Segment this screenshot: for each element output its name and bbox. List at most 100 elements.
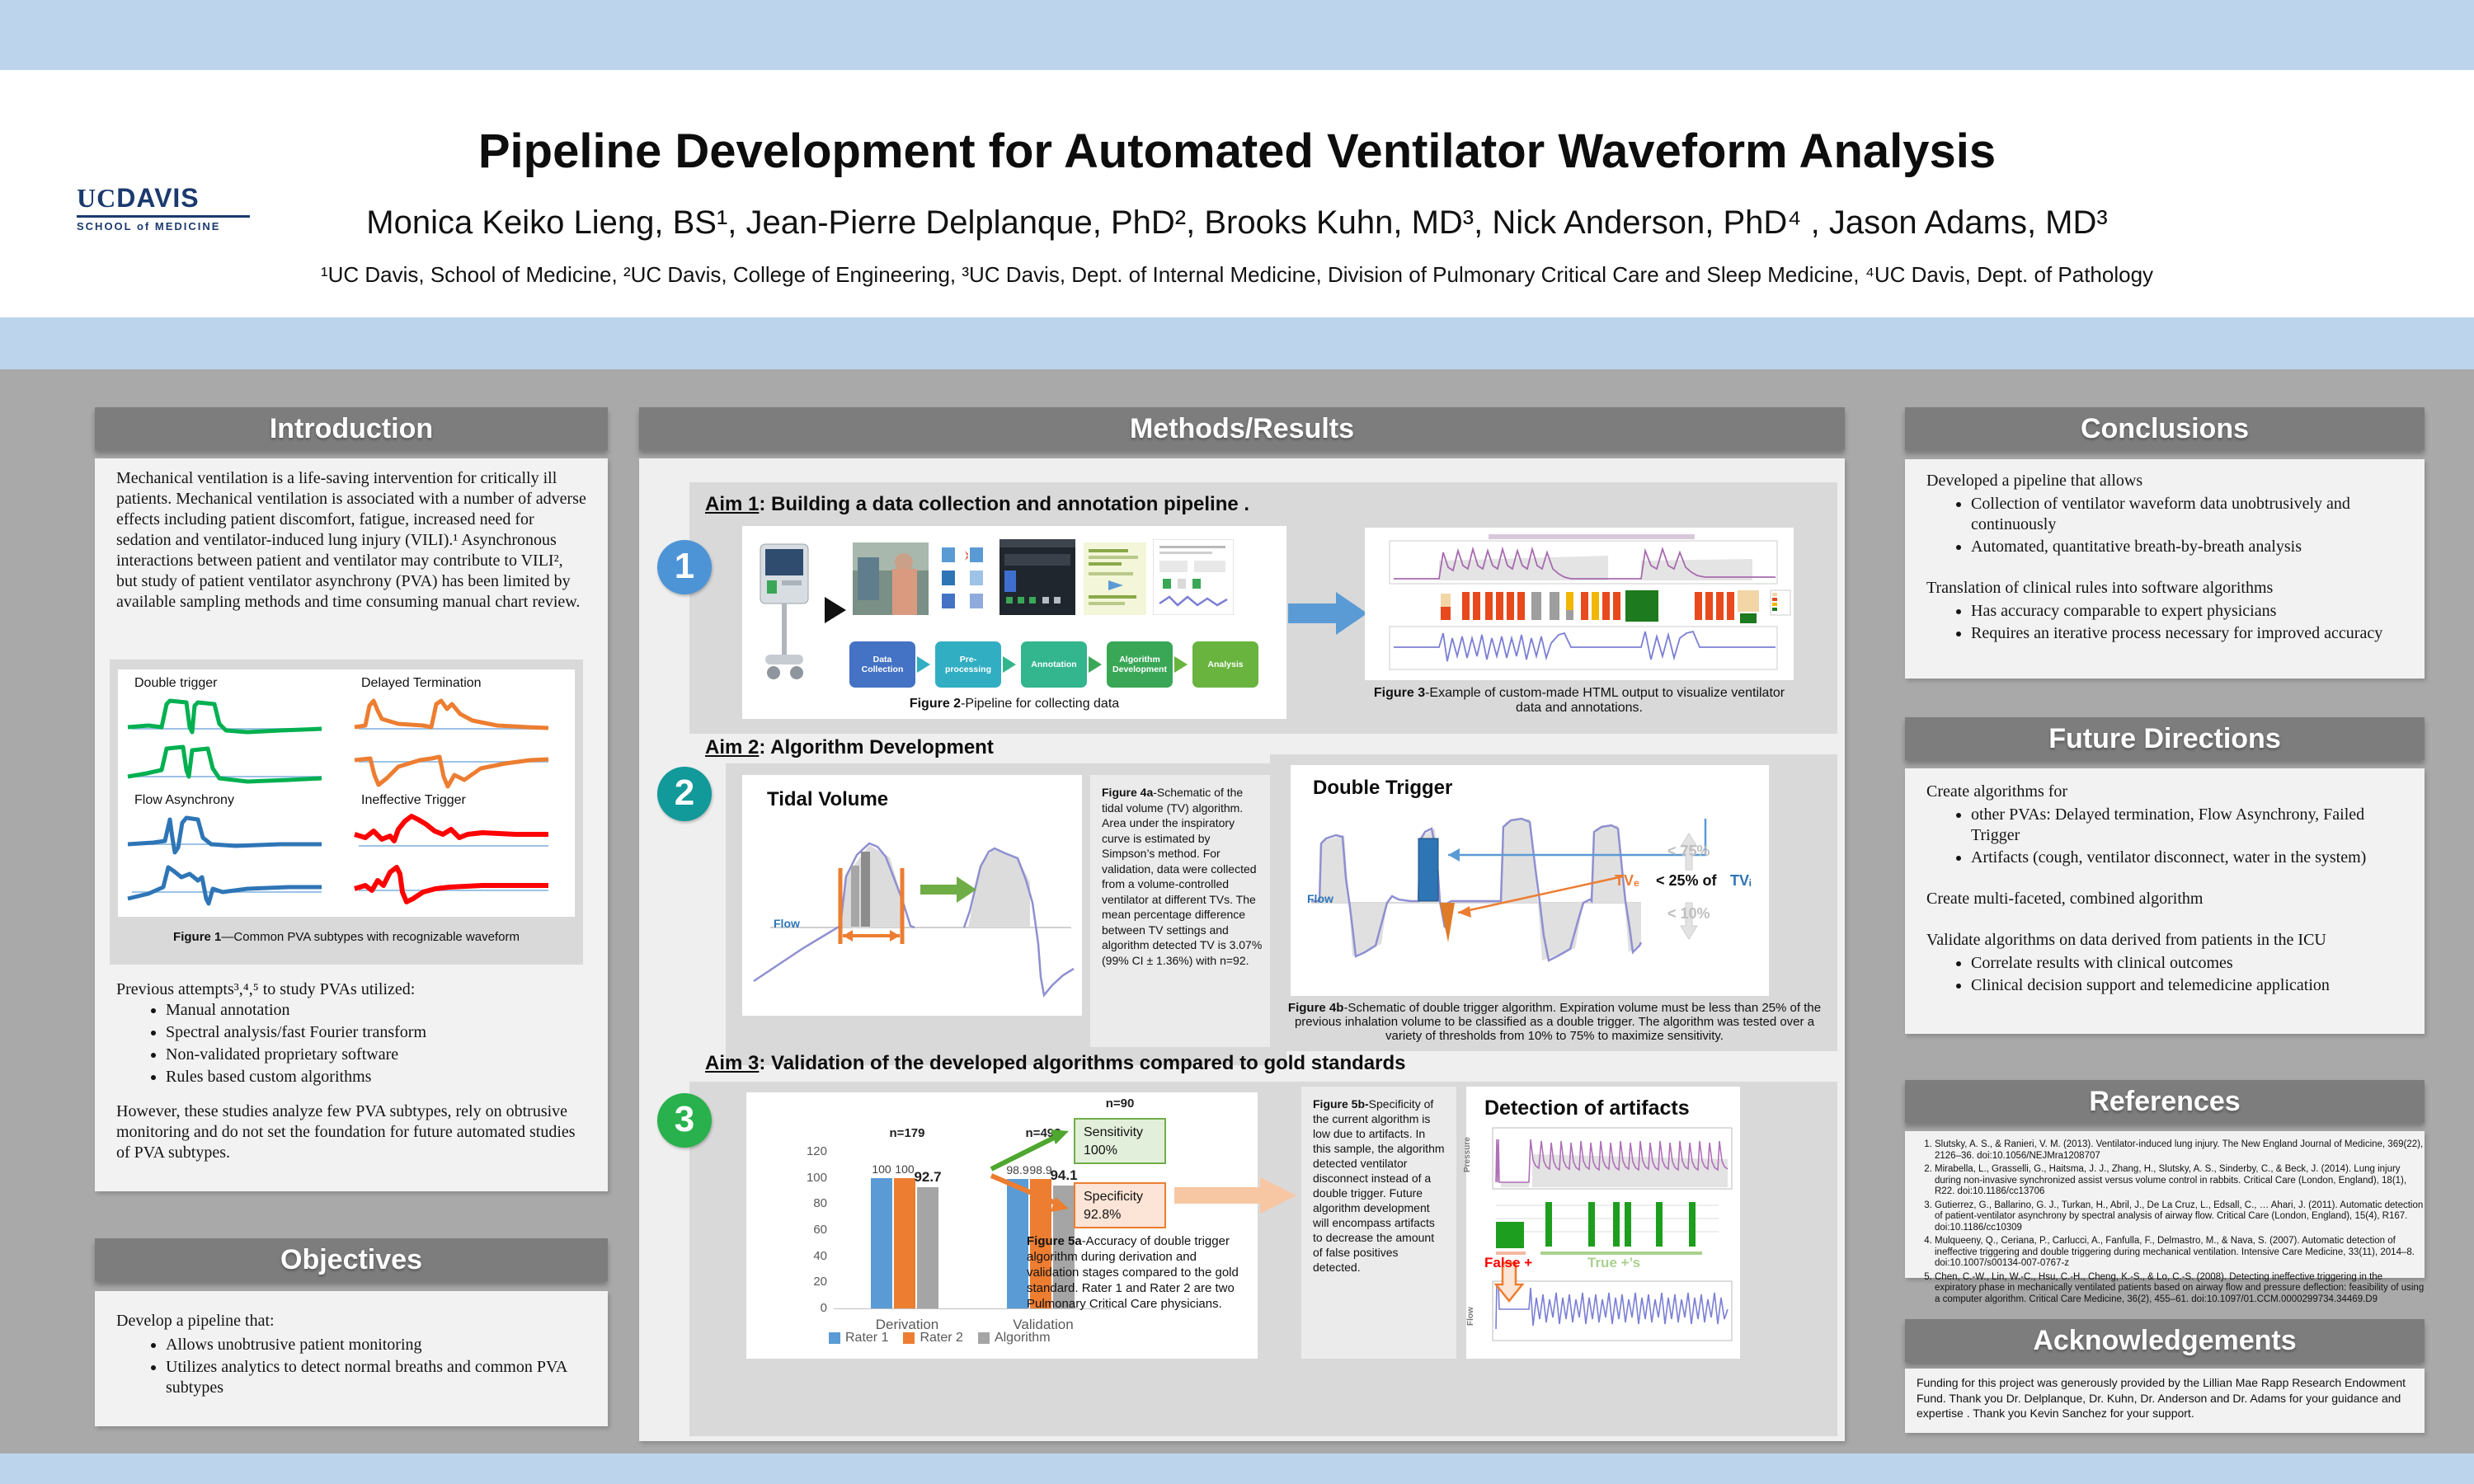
aim2-number-badge: 2: [657, 767, 712, 821]
conclusions-block-list: Collection of ventilator waveform data u…: [1926, 494, 2405, 557]
future-block-list: Correlate results with clinical outcomes…: [1926, 953, 2405, 996]
y-axis-tick: 40: [813, 1248, 827, 1263]
ucdavis-logo: UCDAVIS SCHOOL of MEDICINE: [77, 183, 250, 232]
delayed-termination-waveform-icon: [354, 698, 549, 789]
callout-arrows: [990, 1129, 1069, 1212]
logo-subtitle: SCHOOL of MEDICINE: [77, 220, 221, 232]
artifacts-plot: [1492, 1127, 1733, 1341]
pipeline-step-preprocessing: Pre-processing: [935, 641, 1001, 688]
future-directions-header: Future Directions: [1905, 717, 2425, 760]
specificity-label: Specificity: [1084, 1190, 1144, 1204]
list-item: Slutsky, A. S., & Ranieri, V. M. (2013).…: [1935, 1139, 2426, 1162]
list-item: Rules based custom algorithms: [166, 1067, 628, 1087]
however-paragraph: However, these studies analyze few PVA s…: [116, 1102, 576, 1162]
sensitivity-label: Sensitivity: [1084, 1125, 1144, 1139]
future-block-text: Validate algorithms on data derived from…: [1926, 931, 2326, 949]
dt-lt75-label: < 75%: [1667, 843, 1710, 859]
y-axis-tick: 0: [820, 1301, 827, 1315]
y-axis-tick: 20: [813, 1275, 827, 1289]
list-item: Requires an iterative process necessary …: [1971, 623, 2405, 644]
figure1-label-ineffective-trigger: Ineffective Trigger: [361, 793, 466, 807]
annotation-screenshot-thumbnail: [999, 539, 1075, 615]
ineffective-trigger-waveform-icon: [354, 814, 548, 904]
figure5b-text-box: Figure 5b-Specificity of the current alg…: [1301, 1087, 1456, 1359]
acknowledgements-box: Funding for this project was generously …: [1905, 1369, 2425, 1433]
tidal-volume-flow-label: Flow: [774, 917, 800, 930]
pipeline-arrow-icon: [1003, 656, 1016, 673]
icu-photo-thumbnail: [853, 542, 929, 615]
double-trigger-title: Double Trigger: [1313, 777, 1453, 799]
dt-lt10-label: < 10%: [1667, 905, 1710, 922]
bar-value-label: 92.7: [914, 1169, 942, 1186]
title-area: [0, 70, 2474, 317]
y-axis-tick: 60: [813, 1223, 827, 1237]
logo-davis: DAVIS: [116, 183, 200, 213]
list-item: Mirabella, L., Grasselli, G., Haitsma, J…: [1935, 1164, 2426, 1198]
list-item: Clinical decision support and telemedici…: [1971, 975, 2405, 996]
list-item: Utilizes analytics to detect normal brea…: [166, 1357, 628, 1398]
figure4a-caption-bold: Figure 4a: [1102, 786, 1154, 799]
previous-attempts-list: Manual annotationSpectral analysis/fast …: [116, 1000, 628, 1089]
acknowledgements-text: Funding for this project was generously …: [1917, 1376, 2406, 1420]
poster-affiliations: ¹UC Davis, School of Medicine, ²UC Davis…: [320, 262, 2154, 287]
introduction-paragraph: Mechanical ventilation is a life-saving …: [116, 469, 586, 611]
tidal-volume-schematic: [753, 842, 1075, 998]
previous-attempts-intro: Previous attempts³,⁴,⁵ to study PVAs uti…: [116, 980, 416, 998]
introduction-header: Introduction: [95, 407, 608, 450]
figure4a-text-box: Figure 4a-Schematic of the tidal volume …: [1090, 775, 1277, 1047]
x-axis-category: Derivation: [875, 1317, 939, 1332]
specificity-callout: Specificity 92.8%: [1074, 1182, 1166, 1228]
aim1-heading: Aim 1: Building a data collection and an…: [705, 493, 1250, 515]
flow-asynchrony-waveform-icon: [127, 815, 322, 906]
conclusions-block-text: Developed a pipeline that allows: [1926, 472, 2143, 490]
false-positive-label: False +: [1484, 1255, 1533, 1270]
n90-label: n=90: [1105, 1097, 1135, 1111]
bar-derivation-rater-1: [871, 1177, 892, 1308]
conclusions-header: Conclusions: [1905, 407, 2425, 450]
references-box: Slutsky, A. S., & Ranieri, V. M. (2013).…: [1905, 1131, 2425, 1304]
bottom-band: [0, 1453, 2474, 1484]
aim2-heading: Aim 2: Algorithm Development: [705, 736, 994, 758]
future-directions-box: Create algorithms for other PVAs: Delaye…: [1905, 768, 2425, 1034]
aim3-heading: Aim 3: Validation of the developed algor…: [705, 1052, 1406, 1074]
list-item: Non-validated proprietary software: [166, 1045, 628, 1065]
true-positive-label: True +’s: [1587, 1255, 1641, 1270]
list-item: Artifacts (cough, ventilator disconnect,…: [1971, 848, 2405, 868]
figure1-label-flow-asynchrony: Flow Asynchrony: [134, 793, 234, 807]
y-axis-tick: 100: [806, 1170, 827, 1185]
figure5b-caption-text: Specificity of the current algorithm is …: [1313, 1097, 1445, 1274]
logo-uc: UC: [77, 183, 117, 213]
aim1-number-badge: 1: [657, 540, 712, 594]
list-item: Collection of ventilator waveform data u…: [1971, 494, 2405, 535]
list-item: Allows unobtrusive patient monitoring: [166, 1335, 628, 1355]
dt-tvi-label: TVᵢ: [1730, 872, 1752, 889]
list-item: other PVAs: Delayed termination, Flow As…: [1971, 805, 2405, 846]
figure1-label-delayed-termination: Delayed Termination: [361, 676, 482, 690]
pipeline-step-algorithm-development: Algorithm Development: [1107, 641, 1173, 688]
dt-25pct-label: < 25% of: [1656, 872, 1717, 889]
figure4a-caption-text: -Schematic of the tidal volume (TV) algo…: [1102, 786, 1263, 967]
figure4b-caption: Figure 4b-Schematic of double trigger al…: [1287, 1001, 1822, 1043]
bar-value-label: 98.9: [1029, 1163, 1052, 1177]
list-item: Correlate results with clinical outcomes: [1971, 953, 2405, 974]
sensitivity-callout: Sensitivity 100%: [1074, 1118, 1166, 1164]
ventilator-icon: [760, 543, 809, 679]
bar-derivation-rater-2: [894, 1177, 915, 1308]
conclusions-block-text: Translation of clinical rules into softw…: [1926, 579, 2274, 597]
figure1-label-double-trigger: Double trigger: [134, 676, 218, 690]
tidal-volume-title: Tidal Volume: [767, 788, 889, 810]
list-item: Spectral analysis/fast Fourier transform: [166, 1022, 628, 1043]
pipeline-step-analysis: Analysis: [1192, 641, 1258, 688]
x-axis-category: Validation: [1013, 1317, 1074, 1332]
objectives-list: Allows unobtrusive patient monitoringUti…: [116, 1335, 628, 1400]
pipeline-step-annotation: Annotation: [1021, 641, 1087, 688]
references-list: Slutsky, A. S., & Ranieri, V. M. (2013).…: [1913, 1139, 2426, 1308]
list-item: Has accuracy comparable to expert physic…: [1971, 601, 2405, 622]
aim3-number-badge: 3: [657, 1093, 712, 1148]
bar-value-label: 98.9: [1006, 1163, 1029, 1177]
figure3-caption: Figure 3-Example of custom-made HTML out…: [1373, 686, 1785, 715]
artifacts-title: Detection of artifacts: [1484, 1097, 1690, 1120]
list-item: Manual annotation: [166, 1000, 628, 1021]
divider-band: [0, 317, 2474, 369]
